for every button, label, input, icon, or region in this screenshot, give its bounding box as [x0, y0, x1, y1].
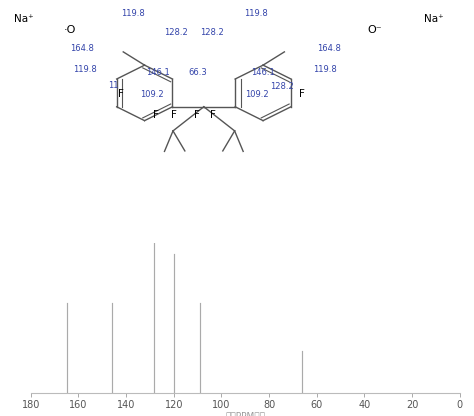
- Text: 146.1: 146.1: [146, 68, 170, 77]
- Text: 119.8: 119.8: [73, 65, 97, 74]
- Text: F: F: [299, 89, 305, 99]
- Text: 66.3: 66.3: [189, 68, 208, 77]
- Text: 164.8: 164.8: [70, 44, 94, 53]
- Text: 128.2: 128.2: [201, 28, 224, 37]
- Text: 164.8: 164.8: [317, 44, 340, 53]
- Text: 119.8: 119.8: [244, 9, 268, 18]
- Text: F: F: [171, 109, 176, 120]
- Text: Na⁺: Na⁺: [14, 14, 34, 24]
- Text: 11: 11: [108, 81, 118, 90]
- Text: 109.2: 109.2: [245, 90, 269, 99]
- Text: F: F: [210, 109, 216, 120]
- Text: 119.8: 119.8: [121, 9, 145, 18]
- Text: ·O: ·O: [64, 25, 76, 35]
- Text: F: F: [118, 89, 124, 99]
- Text: 109.2: 109.2: [140, 90, 164, 99]
- Text: F: F: [194, 109, 200, 120]
- Text: 128.2: 128.2: [164, 28, 188, 37]
- Text: 119.8: 119.8: [313, 65, 337, 74]
- Text: 128.2: 128.2: [270, 82, 294, 92]
- Text: 146.1: 146.1: [251, 68, 275, 77]
- X-axis label: 化学PPM位移: 化学PPM位移: [225, 411, 265, 416]
- Text: Na⁺: Na⁺: [424, 14, 444, 24]
- Text: F: F: [154, 109, 159, 120]
- Text: O⁻: O⁻: [367, 25, 382, 35]
